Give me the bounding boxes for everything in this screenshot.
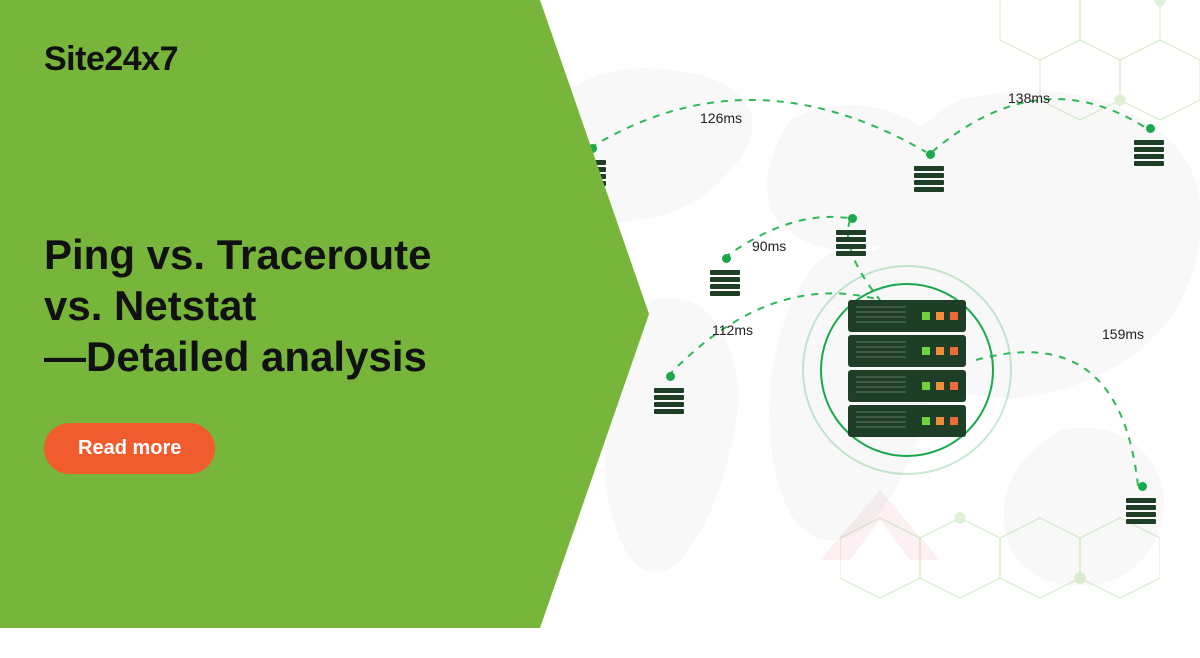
latency-label: 126ms <box>700 110 742 126</box>
node-server-icon <box>914 166 944 194</box>
left-promo-panel: Site24x7 Ping vs. Traceroute vs. Netstat… <box>0 0 540 628</box>
latency-label: 159ms <box>1102 326 1144 342</box>
hub-server-icon <box>848 300 966 440</box>
headline-line-2: vs. Netstat <box>44 280 496 331</box>
node-server-icon <box>1134 140 1164 168</box>
node-server-icon <box>654 388 684 416</box>
node-server-icon <box>576 160 606 188</box>
brand-logo: Site24x7 <box>44 40 496 79</box>
latency-label: 138ms <box>1008 90 1050 106</box>
latency-label: 112ms <box>712 322 753 338</box>
map-diagram-panel: 126ms 138ms 90ms 112ms 159ms <box>540 0 1200 628</box>
headline-line-3: —Detailed analysis <box>44 331 496 382</box>
headline: Ping vs. Traceroute vs. Netstat —Detaile… <box>44 229 496 383</box>
read-more-button[interactable]: Read more <box>44 423 215 474</box>
node-server-icon <box>836 230 866 258</box>
node-server-icon <box>1126 498 1156 526</box>
headline-line-1: Ping vs. Traceroute <box>44 229 496 280</box>
node-server-icon <box>710 270 740 298</box>
latency-label: 90ms <box>752 238 786 254</box>
